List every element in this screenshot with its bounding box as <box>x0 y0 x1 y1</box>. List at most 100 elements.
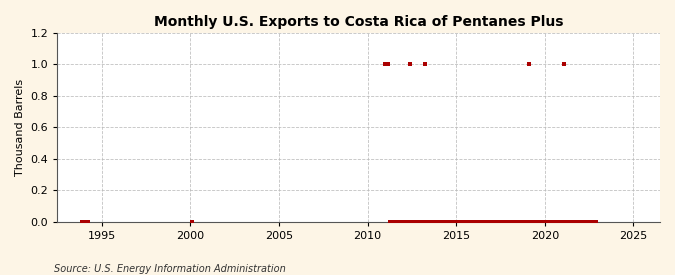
Point <box>491 219 502 224</box>
Point <box>380 62 391 67</box>
Point <box>539 219 550 224</box>
Point <box>186 219 197 224</box>
Point <box>398 219 408 224</box>
Point <box>501 219 512 224</box>
Point <box>450 219 460 224</box>
Point <box>460 219 470 224</box>
Point <box>458 219 469 224</box>
Point <box>427 219 438 224</box>
Point <box>583 219 593 224</box>
Point <box>387 219 398 224</box>
Point <box>516 219 526 224</box>
Point <box>381 62 392 67</box>
Point <box>507 219 518 224</box>
Point <box>437 219 448 224</box>
Point <box>392 219 402 224</box>
Point <box>566 219 576 224</box>
Point <box>414 219 425 224</box>
Point <box>402 219 413 224</box>
Point <box>486 219 497 224</box>
Point <box>560 219 571 224</box>
Point <box>485 219 495 224</box>
Point <box>435 219 446 224</box>
Point <box>545 219 556 224</box>
Point <box>389 219 400 224</box>
Point <box>489 219 500 224</box>
Point <box>573 219 584 224</box>
Point <box>487 219 498 224</box>
Point <box>411 219 422 224</box>
Point <box>430 219 441 224</box>
Text: Source: U.S. Energy Information Administration: Source: U.S. Energy Information Administ… <box>54 264 286 274</box>
Point <box>390 219 401 224</box>
Point <box>522 219 533 224</box>
Point <box>452 219 463 224</box>
Point <box>554 219 565 224</box>
Point <box>500 219 510 224</box>
Point <box>542 219 553 224</box>
Point <box>83 219 94 224</box>
Point <box>383 62 394 67</box>
Point <box>464 219 475 224</box>
Point <box>457 219 468 224</box>
Point <box>468 219 479 224</box>
Point <box>406 219 417 224</box>
Point <box>416 219 427 224</box>
Point <box>492 219 503 224</box>
Point <box>572 219 583 224</box>
Point <box>418 219 429 224</box>
Point <box>497 219 508 224</box>
Point <box>423 219 433 224</box>
Point <box>547 219 558 224</box>
Point <box>518 219 529 224</box>
Point <box>557 219 568 224</box>
Point <box>579 219 590 224</box>
Point <box>433 219 444 224</box>
Point <box>467 219 478 224</box>
Point <box>524 219 535 224</box>
Point <box>538 219 549 224</box>
Point <box>541 219 551 224</box>
Point <box>445 219 456 224</box>
Point <box>510 219 520 224</box>
Point <box>436 219 447 224</box>
Point <box>580 219 591 224</box>
Point <box>549 219 560 224</box>
Point <box>461 219 472 224</box>
Point <box>533 219 544 224</box>
Point <box>410 219 421 224</box>
Point <box>481 219 491 224</box>
Point <box>502 219 513 224</box>
Point <box>532 219 543 224</box>
Point <box>537 219 547 224</box>
Point <box>477 219 488 224</box>
Point <box>412 219 423 224</box>
Point <box>513 219 524 224</box>
Point <box>385 219 396 224</box>
Point <box>424 219 435 224</box>
Point <box>462 219 473 224</box>
Point <box>426 219 437 224</box>
Point <box>588 219 599 224</box>
Point <box>528 219 539 224</box>
Point <box>421 219 432 224</box>
Point <box>446 219 457 224</box>
Point <box>443 219 454 224</box>
Point <box>512 219 522 224</box>
Point <box>399 219 410 224</box>
Point <box>454 219 464 224</box>
Point <box>404 219 414 224</box>
Point <box>448 219 458 224</box>
Point <box>585 219 596 224</box>
Point <box>431 219 442 224</box>
Point <box>548 219 559 224</box>
Point <box>523 62 534 67</box>
Point <box>473 219 484 224</box>
Point <box>471 219 482 224</box>
Point <box>526 219 537 224</box>
Point <box>455 219 466 224</box>
Point <box>551 219 562 224</box>
Point <box>476 219 487 224</box>
Point <box>517 219 528 224</box>
Point <box>77 219 88 224</box>
